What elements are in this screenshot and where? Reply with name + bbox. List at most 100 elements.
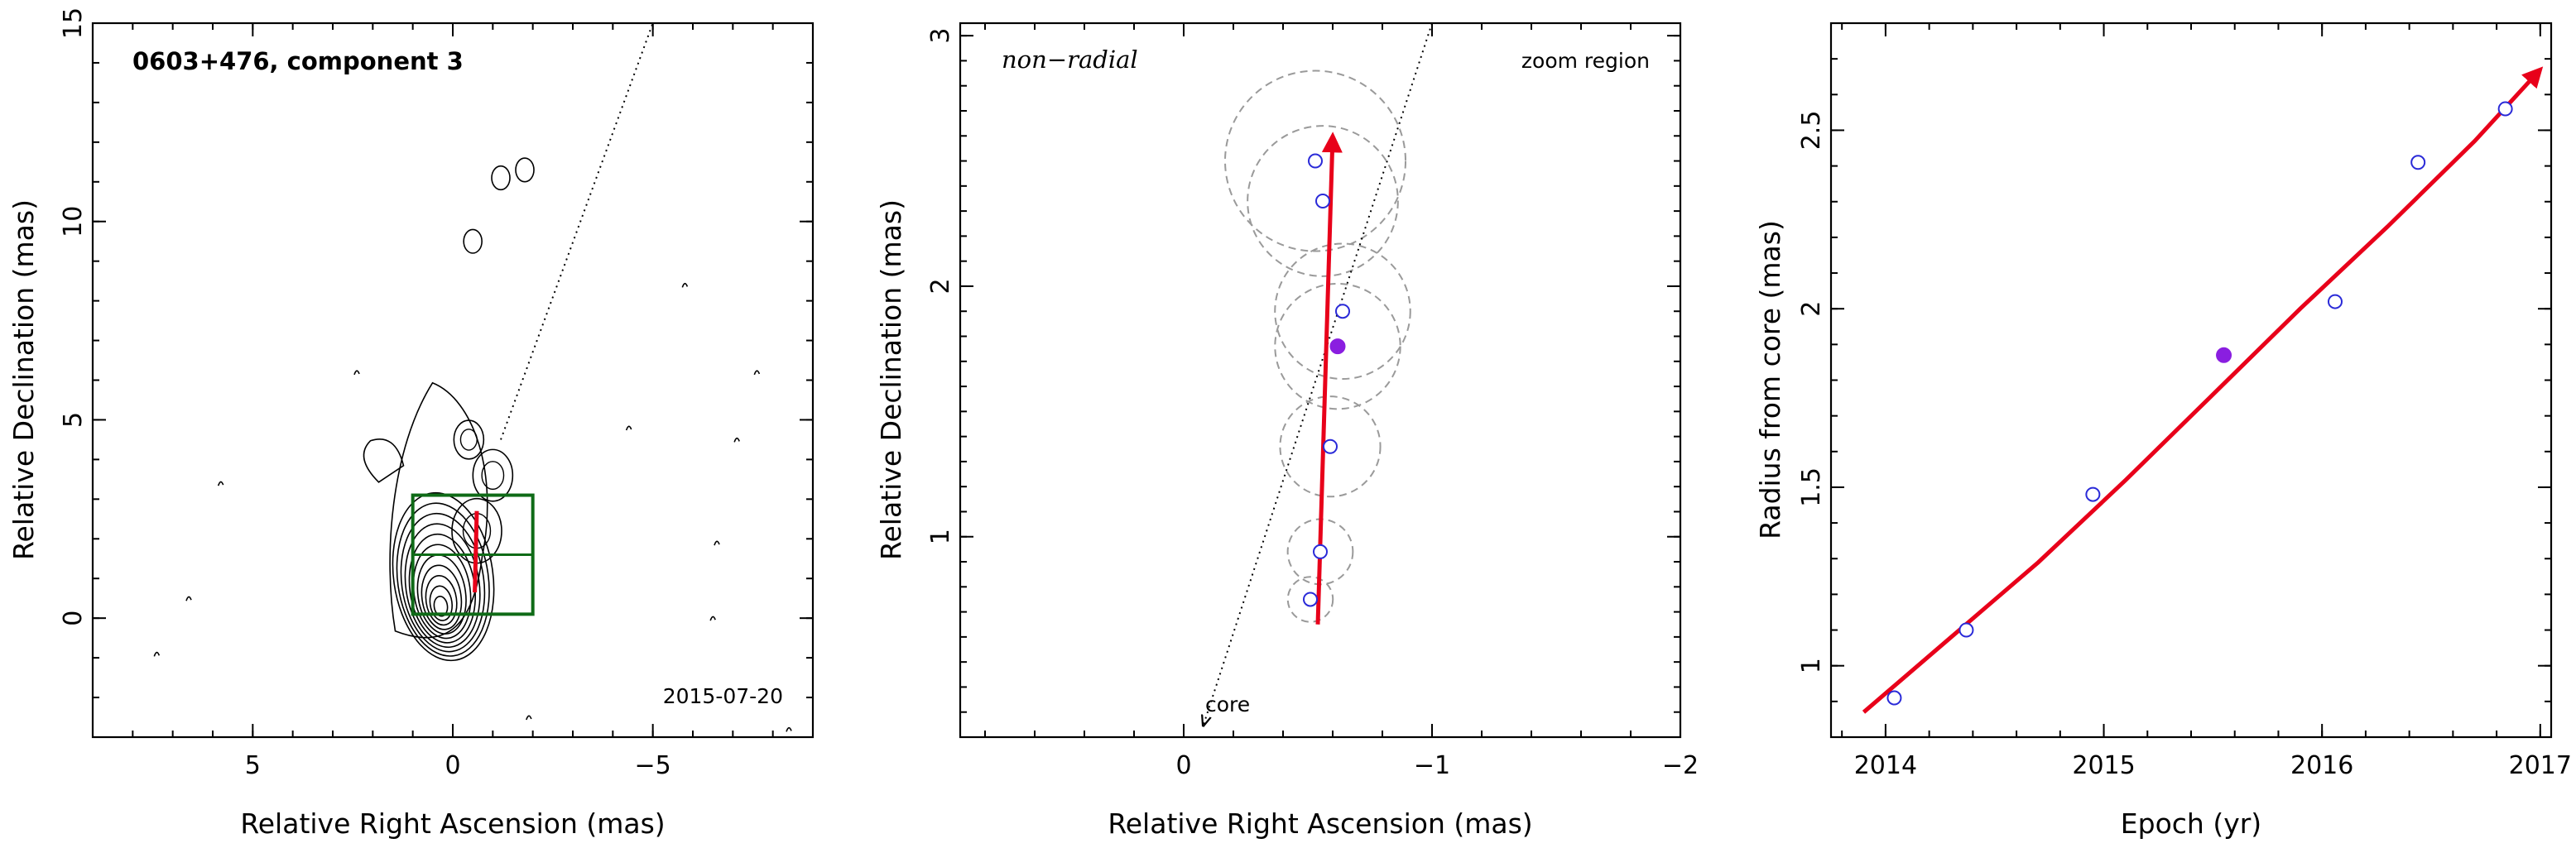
contour-envelope [389, 381, 488, 639]
contour-blob [463, 228, 483, 254]
contour-blob-inner [481, 461, 505, 491]
data-point [2328, 294, 2343, 309]
x-tick-label: 2015 [2072, 751, 2135, 780]
panel-zoom: 0 −1 −2 1 2 3 non−radial zoom region core Re… [875, 22, 1699, 840]
y-axis-label: Radius from core (mas) [1754, 220, 1786, 539]
core-label: core [1205, 692, 1250, 716]
position-point [1315, 193, 1330, 208]
plot-frame [1829, 22, 2553, 739]
noise-contour [353, 370, 360, 376]
data-point [2497, 101, 2513, 117]
position-point [1335, 304, 1350, 319]
contour-blob [491, 165, 511, 191]
y-tick-label: 2.5 [1797, 111, 1826, 151]
y-axis-label: Relative Declination (mas) [875, 199, 907, 560]
position-points [1303, 153, 1350, 607]
noise-contour [709, 616, 716, 621]
x-tick-label: −5 [635, 751, 671, 780]
panel-map-contours [153, 157, 792, 732]
trajectory-arrow [1315, 132, 1343, 625]
y-tick-label: 1.5 [1797, 467, 1826, 507]
core-direction-arrow [1204, 22, 1433, 725]
x-axis-label: Relative Right Ascension (mas) [240, 807, 665, 840]
contour-blob [472, 448, 514, 502]
position-point [1308, 153, 1323, 169]
y-tick-label: 1 [926, 529, 955, 544]
noise-contour [733, 437, 740, 443]
noise-contour [625, 425, 632, 431]
x-tick-label: 0 [445, 751, 460, 780]
error-circle [1274, 282, 1401, 410]
current-data-point [2216, 347, 2232, 363]
zoom-title: non−radial [1002, 46, 1138, 74]
y-ticks: 0 5 10 15 [59, 7, 813, 738]
y-tick-label: 15 [59, 7, 88, 39]
plot-frame [91, 22, 815, 739]
x-ticks: 0 −1 −2 [984, 23, 1699, 780]
noise-contour [217, 481, 224, 486]
jet-direction-line [500, 22, 654, 440]
contour-ring [433, 596, 449, 617]
error-circle [1274, 242, 1411, 380]
contour-lobe [363, 438, 405, 483]
y-tick-label: 2 [1797, 301, 1826, 317]
y-tick-label: 0 [59, 611, 88, 626]
fit-curve [1862, 66, 2544, 714]
contour-ring [421, 564, 463, 630]
x-tick-label: 2016 [2290, 751, 2353, 780]
contour-ring [392, 491, 495, 662]
error-circle [1279, 395, 1382, 498]
y-tick-label: 5 [59, 412, 88, 428]
noise-contour [153, 651, 161, 657]
error-circle [1286, 576, 1334, 623]
contour-ring [396, 502, 490, 657]
x-ticks: 2014 2015 2016 2017 [1841, 23, 2572, 780]
error-circle [1223, 69, 1407, 252]
y-ticks: 1 1.5 2 2.5 [1797, 58, 2551, 738]
panel-map: 5 0 −5 0 5 10 15 0603+476, component 3 2015-0… [7, 7, 815, 840]
contour-blob-inner [459, 429, 478, 451]
noise-contour [714, 540, 720, 546]
panel-radius: 2014 2015 2016 2017 1 1.5 2 2.5 Epoch (yr) Rad… [1754, 22, 2572, 840]
x-tick-label: −1 [1414, 751, 1450, 780]
x-tick-label: 2017 [2509, 751, 2572, 780]
date-label: 2015-07-20 [663, 684, 783, 708]
x-tick-label: 2014 [1854, 751, 1917, 780]
contour-blob [515, 157, 535, 183]
position-point [1323, 438, 1338, 454]
trajectory-arrow [473, 510, 479, 593]
current-position-point [1329, 338, 1346, 355]
y-ticks: 1 2 3 [926, 28, 1680, 738]
contour-ring [429, 585, 453, 621]
position-point [1313, 544, 1328, 559]
error-circles [1223, 69, 1411, 623]
noise-contour [526, 715, 532, 721]
zoom-region-label: zoom region [1521, 49, 1650, 73]
x-tick-label: 0 [1175, 751, 1191, 780]
x-axis-label: Relative Right Ascension (mas) [1108, 807, 1532, 840]
plot-frame [959, 22, 1682, 739]
zoom-box [411, 493, 535, 616]
x-tick-label: 5 [245, 751, 261, 780]
position-point [1303, 592, 1318, 607]
x-ticks: 5 0 −5 [92, 23, 814, 780]
contour-blob [453, 419, 485, 460]
y-axis-label: Relative Declination (mas) [7, 199, 40, 560]
data-point [1886, 690, 1902, 706]
data-points [1886, 101, 2513, 706]
contour-ring [425, 575, 458, 626]
contour-ring [400, 512, 486, 653]
data-point [2410, 155, 2426, 170]
noise-contour [185, 596, 192, 601]
noise-contour [681, 282, 689, 288]
data-point [1958, 622, 1974, 638]
noise-contour [786, 726, 792, 732]
y-tick-label: 10 [59, 206, 88, 237]
y-tick-label: 2 [926, 278, 955, 294]
contour-ring [404, 523, 481, 649]
noise-contour [753, 370, 761, 376]
core-contours [363, 381, 495, 662]
error-circle [1247, 125, 1399, 277]
x-tick-label: −2 [1662, 751, 1699, 780]
